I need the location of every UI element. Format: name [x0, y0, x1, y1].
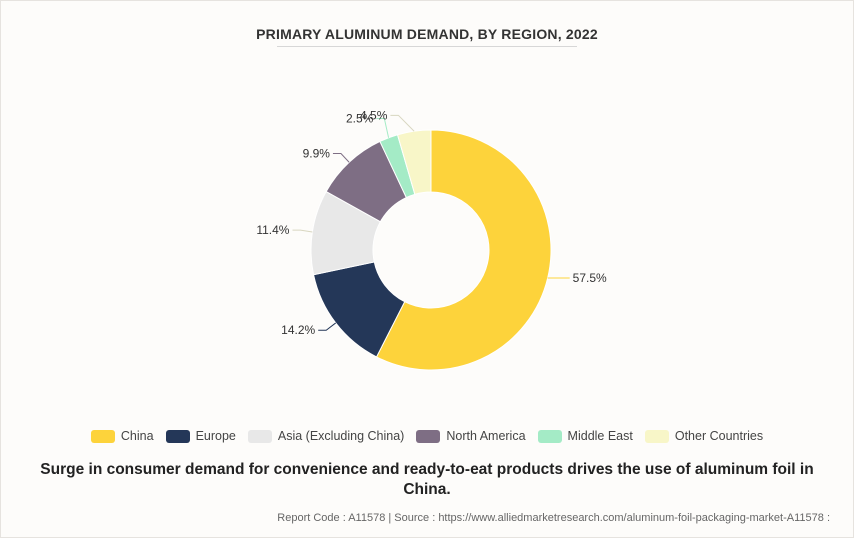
source-text: Source : https://www.alliedmarketresearc… [394, 512, 830, 524]
data-labels: 57.5% 14.2% 11.4% 9.9% 2.5%4.5% [256, 108, 607, 337]
legend-swatch [165, 429, 190, 443]
legend-label: China [120, 429, 154, 443]
label-north-america: 9.9% [303, 146, 331, 160]
label-middle-east: 2.5% [346, 112, 374, 126]
leader-asia-excluding-china [292, 229, 313, 233]
legend-swatch [416, 429, 441, 443]
leader-middle-east [376, 118, 390, 138]
title-underline [277, 46, 577, 47]
label-other-countries: 4.5% [360, 108, 388, 122]
legend-label: Middle East [567, 429, 633, 443]
legend-label: Europe [195, 429, 236, 443]
legend-label: Other Countries [674, 429, 764, 443]
legend-item-middle-east[interactable]: Middle East [537, 429, 633, 443]
leader-lines [292, 114, 570, 331]
slice-other-countries[interactable] [396, 129, 432, 195]
legend-item-china[interactable]: China [90, 429, 154, 443]
label-europe: 14.2% [281, 323, 315, 337]
legend-label: Asia (Excluding China) [277, 429, 405, 443]
slice-china[interactable] [375, 129, 552, 371]
donut-slices [310, 129, 552, 371]
legend-label: North America [446, 429, 526, 443]
leader-north-america [332, 152, 350, 163]
legend-item-other-countries[interactable]: Other Countries [644, 429, 764, 443]
leader-europe [318, 322, 337, 331]
chart-title: PRIMARY ALUMINUM DEMAND, BY REGION, 2022 [256, 26, 598, 42]
legend-item-north-america[interactable]: North America [416, 429, 526, 443]
footer-separator: | [388, 512, 392, 524]
legend-swatch [90, 429, 115, 443]
chart-caption: Surge in consumer demand for convenience… [40, 461, 814, 498]
legend-item-europe[interactable]: Europe [165, 429, 236, 443]
legend-swatch [537, 429, 562, 443]
label-asia-excluding-china: 11.4% [256, 223, 289, 237]
legend-item-asia-excluding-china[interactable]: Asia (Excluding China) [247, 429, 405, 443]
legend-swatch [247, 429, 272, 443]
report-code: Report Code : A11578 [277, 512, 386, 524]
label-china: 57.5% [573, 271, 607, 285]
legend-swatch [644, 429, 669, 443]
footer-source: Report Code : A11578 | Source : https://… [277, 512, 830, 524]
chart-legend: China Europe Asia (Excluding China) North A… [0, 429, 854, 443]
leader-other-countries [390, 114, 415, 132]
